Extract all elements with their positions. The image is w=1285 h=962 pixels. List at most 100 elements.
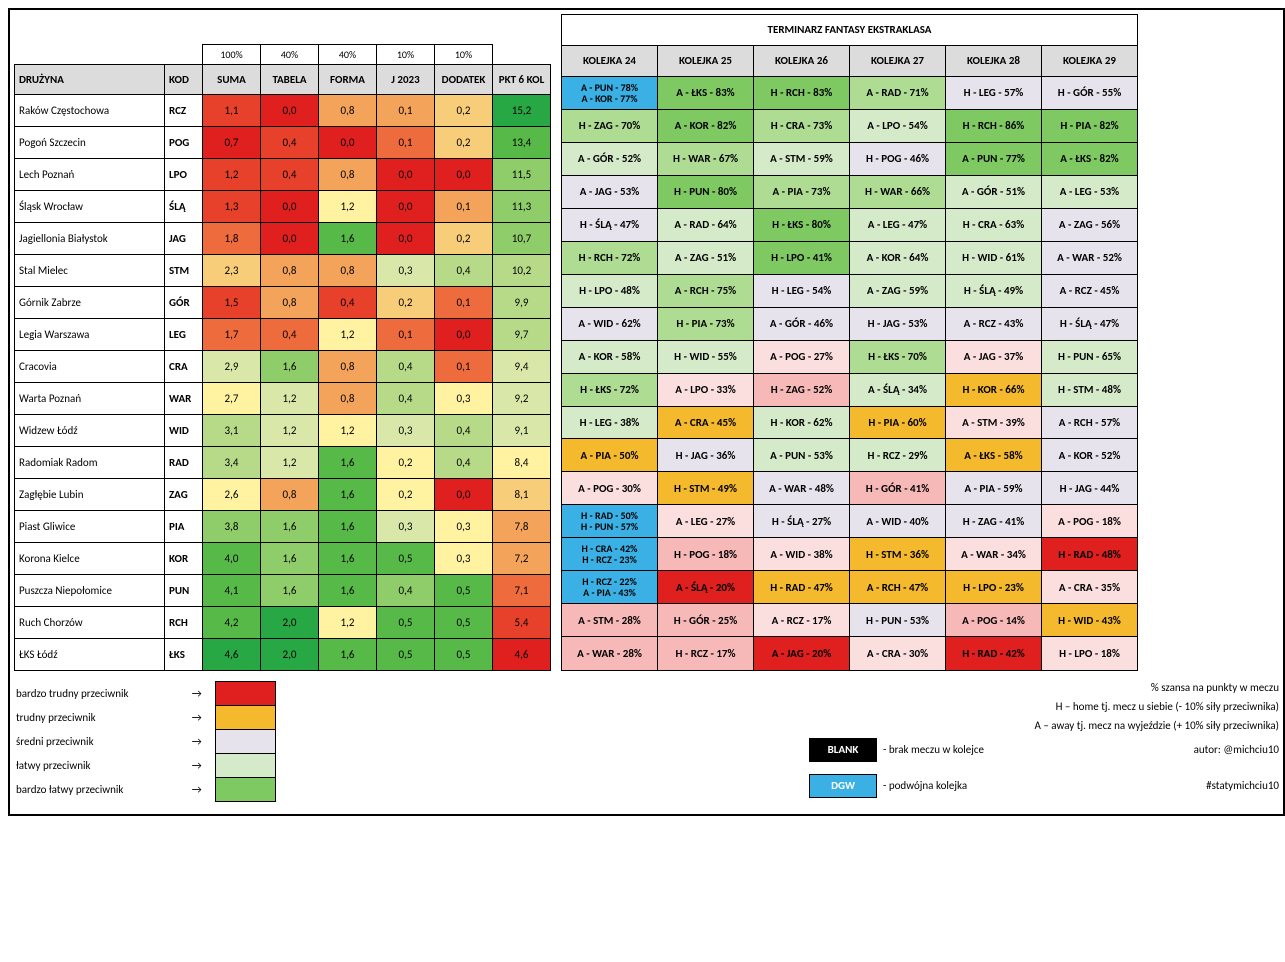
arrow-icon: → <box>179 777 215 801</box>
stat-cell: 4,1 <box>203 574 261 606</box>
fixture-cell: H - LPO - 48% <box>562 274 658 307</box>
stat-cell: 0,2 <box>435 222 493 254</box>
stat-cell: 2,0 <box>261 606 319 638</box>
fixture-row: A - GÓR - 52%H - WAR - 67%A - STM - 59%H… <box>562 142 1138 175</box>
stat-cell: 9,9 <box>493 286 551 318</box>
fixture-cell: A - PIA - 73% <box>754 175 850 208</box>
fixture-cell: H - ŚLĄ - 49% <box>946 274 1042 307</box>
fixture-cell: H - STM - 36% <box>850 538 946 571</box>
fixture-cell: H - PUN - 80% <box>658 175 754 208</box>
team-name: Stal Mielec <box>15 254 165 286</box>
stat-cell: 1,6 <box>319 446 377 478</box>
fixture-cell: A - GÓR - 52% <box>562 142 658 175</box>
fixture-cell: A - RCZ - 17% <box>754 604 850 637</box>
team-code: WAR <box>165 382 203 414</box>
team-name: Puszcza Niepołomice <box>15 574 165 606</box>
fixture-cell: H - ŁKS - 72% <box>562 373 658 406</box>
pct-cell: 10% <box>435 44 493 64</box>
fixture-cell: A - STM - 39% <box>946 406 1042 439</box>
arrow-icon: → <box>179 729 215 753</box>
stat-cell: 0,0 <box>377 190 435 222</box>
fixture-cell: H - PUN - 65% <box>1042 340 1138 373</box>
stat-cell: 1,2 <box>319 318 377 350</box>
legend-label: bardzo trudny przeciwnik <box>14 681 179 705</box>
page-wrap: 100% 40% 40% 10% 10% DRUŻYNA KOD SUMA TA… <box>8 8 1285 816</box>
stat-cell: 0,0 <box>435 478 493 510</box>
stat-cell: 0,1 <box>435 350 493 382</box>
table-row: Jagiellonia BiałystokJAG1,80,01,60,00,21… <box>15 222 551 254</box>
stat-cell: 0,5 <box>435 638 493 670</box>
fixture-cell: A - LPO - 33% <box>658 373 754 406</box>
key-box-row: BLANK- brak meczu w kolejceautor: @michc… <box>574 738 1279 768</box>
stat-cell: 4,6 <box>203 638 261 670</box>
fixture-cell: H - JAG - 44% <box>1042 472 1138 505</box>
fixture-cell: A - JAG - 53% <box>562 175 658 208</box>
fixture-row: A - WAR - 28%H - RCZ - 17%A - JAG - 20%A… <box>562 637 1138 670</box>
stat-cell: 0,0 <box>261 190 319 222</box>
stat-cell: 2,3 <box>203 254 261 286</box>
fixture-row: A - PIA - 50%H - JAG - 36%A - PUN - 53%H… <box>562 439 1138 472</box>
stat-cell: 1,2 <box>319 606 377 638</box>
stat-cell: 11,3 <box>493 190 551 222</box>
team-name: Jagiellonia Białystok <box>15 222 165 254</box>
fixture-cell: H - PUN - 53% <box>850 604 946 637</box>
fixture-cell: A - WAR - 28% <box>562 637 658 670</box>
table-row: Stal MielecSTM2,30,80,80,30,410,2 <box>15 254 551 286</box>
fixture-cell: A - WID - 62% <box>562 307 658 340</box>
legend-note: H – home tj. mecz u siebie (- 10% siły p… <box>574 700 1279 713</box>
fixture-cell: A - JAG - 20% <box>754 637 850 670</box>
stat-cell: 0,0 <box>377 158 435 190</box>
pct-cell: 40% <box>261 44 319 64</box>
stat-cell: 1,6 <box>319 638 377 670</box>
arrow-icon: → <box>179 705 215 729</box>
fixture-cell: A - LEG - 47% <box>850 208 946 241</box>
fixture-cell: H - LEG - 57% <box>946 76 1042 109</box>
fixture-cell: A - JAG - 37% <box>946 340 1042 373</box>
fixture-cell: H - ŚLĄ - 27% <box>754 505 850 538</box>
fixture-cell: H - WID - 55% <box>658 340 754 373</box>
stat-cell: 0,4 <box>435 446 493 478</box>
team-name: Legia Warszawa <box>15 318 165 350</box>
stat-cell: 8,4 <box>493 446 551 478</box>
key-box: BLANK <box>809 738 877 762</box>
stat-cell: 1,2 <box>319 190 377 222</box>
fixture-cell: H - LPO - 23% <box>946 571 1042 604</box>
table-row: Korona KielceKOR4,01,61,60,50,37,2 <box>15 542 551 574</box>
stat-cell: 0,3 <box>435 382 493 414</box>
table-row: Legia WarszawaLEG1,70,41,20,10,09,7 <box>15 318 551 350</box>
table-row: Górnik ZabrzeGÓR1,50,80,40,20,19,9 <box>15 286 551 318</box>
fixture-cell: H - PIA - 82% <box>1042 109 1138 142</box>
team-code: WID <box>165 414 203 446</box>
fixture-table: TERMINARZ FANTASY EKSTRAKLASA KOLEJKA 24… <box>561 14 1138 671</box>
stat-cell: 0,8 <box>319 254 377 286</box>
fixture-cell: H - JAG - 53% <box>850 307 946 340</box>
fixture-cell: H - LPO - 41% <box>754 241 850 274</box>
stat-cell: 0,3 <box>377 414 435 446</box>
team-name: Warta Poznań <box>15 382 165 414</box>
fixture-cell: H - KOR - 66% <box>946 373 1042 406</box>
fixture-cell: A - RAD - 71% <box>850 76 946 109</box>
fixture-cell: A - WAR - 52% <box>1042 241 1138 274</box>
fixture-row: H - ŚLĄ - 47%A - RAD - 64%H - ŁKS - 80%A… <box>562 208 1138 241</box>
fixture-cell: A - WAR - 48% <box>754 472 850 505</box>
team-name: Ruch Chorzów <box>15 606 165 638</box>
stat-cell: 15,2 <box>493 94 551 126</box>
arrow-icon: → <box>179 681 215 705</box>
stat-cell: 0,8 <box>319 350 377 382</box>
team-code: STM <box>165 254 203 286</box>
stat-cell: 1,3 <box>203 190 261 222</box>
team-code: RCZ <box>165 94 203 126</box>
stat-cell: 0,2 <box>377 478 435 510</box>
stat-cell: 0,0 <box>261 222 319 254</box>
team-name: Raków Częstochowa <box>15 94 165 126</box>
fixture-cell: A - WID - 40% <box>850 505 946 538</box>
stat-cell: 0,4 <box>261 126 319 158</box>
legend-swatch <box>215 705 275 729</box>
fixture-cell: H - CRA - 42%H - RCZ - 23% <box>562 538 658 571</box>
team-name: Radomiak Radom <box>15 446 165 478</box>
fixture-row: H - RCH - 72%A - ZAG - 51%H - LPO - 41%A… <box>562 241 1138 274</box>
team-code: ŁKS <box>165 638 203 670</box>
stat-cell: 0,3 <box>435 542 493 574</box>
stat-cell: 0,1 <box>435 286 493 318</box>
stat-cell: 5,4 <box>493 606 551 638</box>
